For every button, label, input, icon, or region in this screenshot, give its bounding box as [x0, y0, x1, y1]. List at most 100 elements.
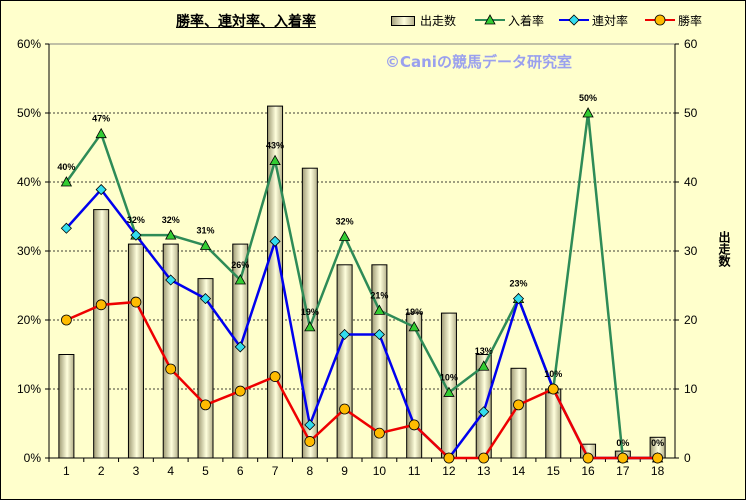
quinella-rate-point [269, 235, 281, 247]
left-tick-label: 60% [17, 37, 41, 51]
quinella-rate-point [339, 328, 351, 341]
data-label: 0% [651, 438, 664, 448]
legend-label-quinella: 連対率 [592, 13, 629, 28]
placing-rate-point [443, 386, 455, 397]
win-rate-point [200, 399, 211, 411]
x-tick-label: 9 [341, 464, 348, 478]
placing-rate-point [582, 107, 594, 118]
data-label: 32% [336, 217, 354, 227]
quinella-rate-point [512, 293, 525, 305]
placing-rate-point [165, 229, 177, 240]
win-rate-line [65, 300, 658, 460]
data-label: 21% [370, 290, 388, 300]
x-tick-label: 13 [477, 464, 491, 478]
x-tick-label: 15 [547, 464, 561, 478]
quinella-rate-point [199, 293, 212, 305]
placing-rate-point [269, 154, 281, 166]
placing-rate-point [60, 176, 73, 187]
right-tick-label: 0 [684, 451, 691, 465]
x-tick-label: 2 [98, 464, 105, 478]
data-label: 32% [127, 215, 145, 225]
x-tick-label: 4 [167, 464, 174, 478]
data-label: 0% [616, 438, 629, 448]
win-rate-point [304, 436, 316, 447]
left-tick-label: 30% [17, 244, 41, 258]
x-tick-label: 17 [616, 464, 630, 478]
x-tick-label: 16 [581, 464, 595, 478]
data-label: 32% [162, 215, 180, 225]
x-tick-label: 5 [202, 464, 209, 478]
data-label: 10% [440, 372, 458, 382]
win-rate-point [547, 383, 559, 395]
bar [127, 243, 144, 459]
legend-label-win: 勝率 [678, 13, 703, 28]
quinella-rate-point [478, 406, 490, 418]
data-label: 31% [196, 225, 214, 235]
right-axis-label: 出走数 [717, 231, 731, 267]
placing-rate-point [234, 274, 246, 285]
quinella-rate-point [130, 229, 142, 241]
win-rate-point [617, 452, 629, 464]
left-tick-label: 20% [17, 313, 41, 327]
bar [510, 367, 527, 459]
win-rate-point [513, 399, 524, 411]
right-tick-label: 40 [684, 175, 698, 189]
win-rate-point [165, 363, 177, 375]
x-tick-label: 14 [512, 464, 526, 478]
x-tick-label: 8 [306, 464, 313, 478]
bar [162, 243, 179, 459]
win-rate-point [373, 427, 385, 439]
x-tick-label: 18 [651, 464, 665, 478]
left-tick-label: 10% [17, 382, 41, 396]
legend-triangle-icon [475, 13, 505, 27]
win-rate-point [234, 385, 246, 397]
legend-item-quinella: 連対率 [559, 12, 628, 28]
placing-rate-point [199, 239, 212, 250]
placing-rate-point [95, 127, 107, 139]
bar [301, 167, 318, 459]
win-rate-point [652, 452, 664, 464]
right-tick-label: 10 [684, 382, 698, 396]
bar [197, 278, 214, 459]
x-tick-label: 12 [442, 464, 456, 478]
legend-item-placing: 入着率 [475, 12, 544, 28]
data-label: 26% [231, 260, 249, 270]
x-tick-label: 3 [133, 464, 140, 478]
win-rate-point [443, 452, 455, 464]
data-label: 43% [266, 141, 284, 151]
x-tick-label: 11 [408, 464, 421, 478]
legend-diamond-icon [559, 13, 589, 27]
data-label: 50% [579, 93, 597, 103]
legend-item-bar: 出走数 [387, 12, 456, 28]
placing-rate-point [304, 321, 316, 332]
quinella-rate-point [234, 341, 246, 353]
data-label: 10% [544, 369, 562, 379]
x-tick-label: 1 [63, 464, 70, 478]
data-label: 47% [92, 114, 110, 124]
placing-rate-point [373, 304, 386, 315]
placing-rate-line [65, 112, 658, 460]
left-tick-label: 0% [24, 451, 42, 465]
legend-item-win: 勝率 [645, 12, 702, 28]
data-label: 19% [301, 307, 319, 317]
bar [58, 354, 75, 459]
quinella-rate-point [165, 274, 177, 286]
placing-rate-point [478, 360, 490, 371]
win-rate-point [408, 419, 420, 431]
placing-rate-point [338, 230, 351, 241]
quinella-rate-point [60, 222, 72, 234]
bar [440, 312, 457, 459]
placing-rate-point [408, 321, 420, 332]
data-label: 40% [57, 162, 75, 172]
x-tick-label: 6 [237, 464, 244, 478]
legend-circle-icon [645, 13, 675, 27]
data-label: 13% [475, 346, 493, 356]
bar [93, 209, 110, 459]
win-rate-point [582, 452, 594, 464]
right-tick-label: 20 [684, 313, 698, 327]
right-tick-label: 50 [684, 106, 698, 120]
data-label: 19% [405, 307, 423, 317]
x-tick-label: 7 [272, 464, 279, 478]
